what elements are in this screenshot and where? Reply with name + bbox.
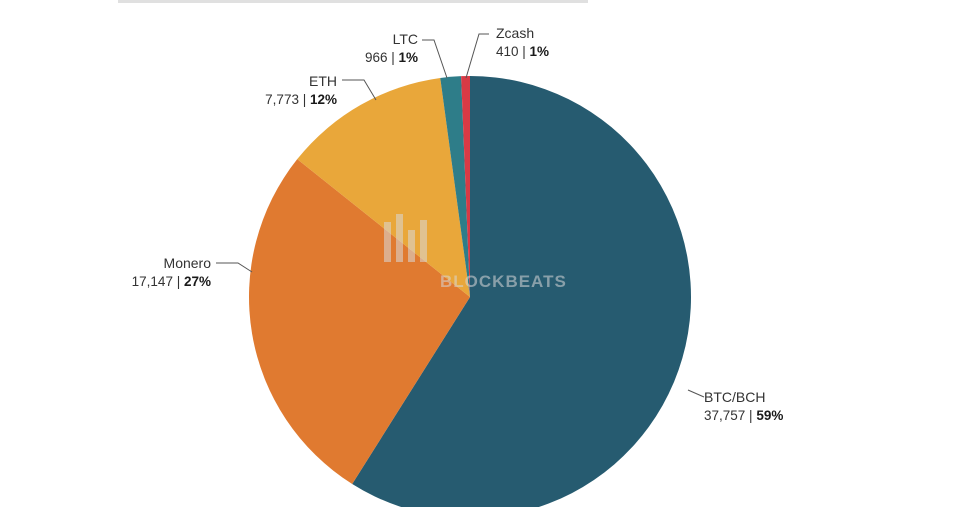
slice-percent-zcash: 1%: [530, 44, 550, 59]
cropped-heading-remnant: [118, 0, 588, 3]
slice-value-monero: 17,147 | 27%: [132, 274, 211, 289]
slice-value-ltc: 966 | 1%: [365, 50, 418, 65]
watermark-text: BLOCKBEATS: [440, 272, 567, 291]
watermark-logo-bar: [396, 214, 403, 262]
leader-line-btc-bch: [687, 389, 705, 398]
leader-line-monero: [216, 262, 253, 273]
slice-label-eth: ETH: [309, 73, 337, 89]
slice-percent-monero: 27%: [184, 274, 211, 289]
slice-label-monero: Monero: [164, 255, 212, 271]
leader-line-ltc: [422, 39, 448, 79]
watermark: BLOCKBEATS: [384, 214, 567, 291]
pie-slice-btc-bch: [352, 76, 691, 507]
slice-value-btc-bch: 37,757 | 59%: [704, 408, 783, 423]
slice-percent-btc-bch: 59%: [756, 408, 783, 423]
leader-line-zcash: [465, 33, 489, 79]
watermark-logo-bar: [408, 230, 415, 262]
slice-value-zcash: 410 | 1%: [496, 44, 549, 59]
watermark-logo-bar: [420, 220, 427, 262]
watermark-logo-bar: [384, 222, 391, 262]
pie-slice-zcash: [461, 76, 470, 297]
leader-line-eth: [342, 79, 377, 101]
slice-percent-ltc: 1%: [398, 50, 418, 65]
slice-labels: BTC/BCH 37,757 | 59% Monero 17,147 | 27% ETH…: [132, 25, 784, 423]
pie-slice-monero: [248, 159, 470, 484]
slice-value-eth: 7,773 | 12%: [265, 92, 337, 107]
pie-slice-ltc: [440, 76, 470, 298]
slice-label-ltc: LTC: [393, 31, 418, 47]
pie-slices: [248, 76, 691, 507]
slice-percent-eth: 12%: [310, 92, 337, 107]
slice-label-btc-bch: BTC/BCH: [704, 389, 765, 405]
slice-label-zcash: Zcash: [496, 25, 534, 41]
